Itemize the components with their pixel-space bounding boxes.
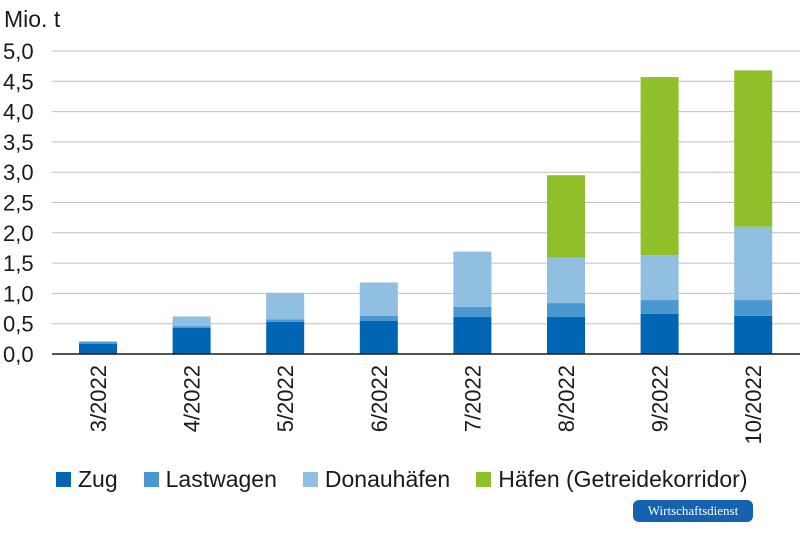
bar-segment	[359, 315, 398, 321]
bar-segment	[734, 226, 773, 301]
bar-stack	[547, 175, 585, 354]
legend-swatch-lastwagen	[143, 472, 159, 487]
bar-segment	[734, 70, 773, 227]
bar-segment	[547, 175, 585, 258]
bar-segment	[172, 316, 211, 327]
bar-segment	[640, 255, 679, 301]
bar-segment	[79, 343, 117, 354]
y-tick-label: 0,0	[3, 342, 34, 367]
y-tick-label: 4,5	[3, 69, 34, 94]
legend-swatch-zug	[56, 472, 71, 487]
bar-stack	[359, 282, 398, 354]
bar-stack	[734, 70, 773, 354]
bar-segment	[79, 341, 117, 342]
legend: Zug Lastwagen Donauhäfen Häfen (Getreide…	[56, 466, 748, 493]
bar-segment	[266, 319, 305, 322]
x-tick-label: 8/2022	[554, 365, 579, 432]
bar-segment	[359, 320, 398, 354]
y-tick-label: 2,5	[3, 191, 34, 216]
legend-label-zug: Zug	[78, 466, 118, 492]
bar-segment	[453, 251, 492, 307]
y-tick-label: 0,5	[3, 312, 34, 337]
bar-segment	[734, 300, 773, 316]
bar-segment	[453, 317, 492, 354]
bar-segment	[640, 314, 679, 354]
bar-stack	[79, 341, 117, 354]
y-tick-label: 1,5	[3, 251, 34, 276]
legend-item-lastwagen: Lastwagen	[143, 466, 277, 493]
y-axis-unit-label: Mio. t	[4, 6, 61, 32]
bar-segment	[266, 321, 305, 354]
publisher-badge: Wirtschaftsdienst	[633, 500, 753, 522]
bar-segment	[453, 306, 492, 318]
legend-swatch-donauhaefen	[302, 472, 318, 487]
y-tick-label: 4,0	[3, 100, 34, 125]
legend-label-donauhaefen: Donauhäfen	[324, 466, 451, 492]
x-tick-label: 3/2022	[86, 365, 111, 432]
x-tick-label: 9/2022	[648, 365, 673, 432]
bar-segment	[547, 257, 585, 304]
bar-stacks	[79, 70, 773, 354]
bar-segment	[266, 292, 305, 320]
legend-swatch-haefen-getreidekorridor	[476, 472, 492, 487]
x-tick-label: 7/2022	[460, 365, 485, 432]
bar-segment	[79, 341, 117, 344]
legend-label-haefen-getreidekorridor: Häfen (Getreidekorridor)	[498, 466, 748, 492]
bar-segment	[172, 327, 211, 354]
legend-item-haefen-getreidekorridor: Häfen (Getreidekorridor)	[476, 466, 748, 493]
y-tick-label: 5,0	[3, 39, 34, 64]
y-tick-label: 1,0	[3, 281, 34, 306]
bar-segment	[359, 282, 398, 316]
bar-stack	[266, 292, 305, 354]
x-tick-label: 6/2022	[367, 365, 392, 432]
grid-lines	[52, 50, 800, 325]
legend-label-lastwagen: Lastwagen	[165, 466, 277, 492]
bar-segment	[734, 315, 773, 354]
y-tick-label: 3,5	[3, 130, 34, 155]
x-tick-label: 4/2022	[180, 365, 205, 432]
bar-stack	[172, 316, 211, 354]
x-tick-label: 5/2022	[273, 365, 298, 432]
legend-item-zug: Zug	[56, 466, 118, 493]
y-tick-label: 2,0	[3, 221, 34, 246]
bar-stack	[453, 251, 492, 354]
x-tick-label: 10/2022	[741, 365, 766, 445]
bar-segment	[640, 77, 679, 256]
bar-segment	[547, 317, 585, 354]
y-axis-tick-labels: 0,0 0,5 1,0 1,5 2,0 2,5 3,0 3,5 4,0 4,5 5,0	[3, 39, 34, 367]
x-axis-tick-labels: 3/2022 4/2022 5/2022 6/2022 7/2022 8/2022 9/20…	[86, 365, 766, 445]
y-tick-label: 3,0	[3, 160, 34, 185]
bar-stack	[640, 77, 679, 354]
bar-segment	[640, 300, 679, 315]
bar-segment	[172, 326, 211, 328]
legend-item-donauhaefen: Donauhäfen	[302, 466, 451, 493]
bar-segment	[547, 303, 585, 318]
